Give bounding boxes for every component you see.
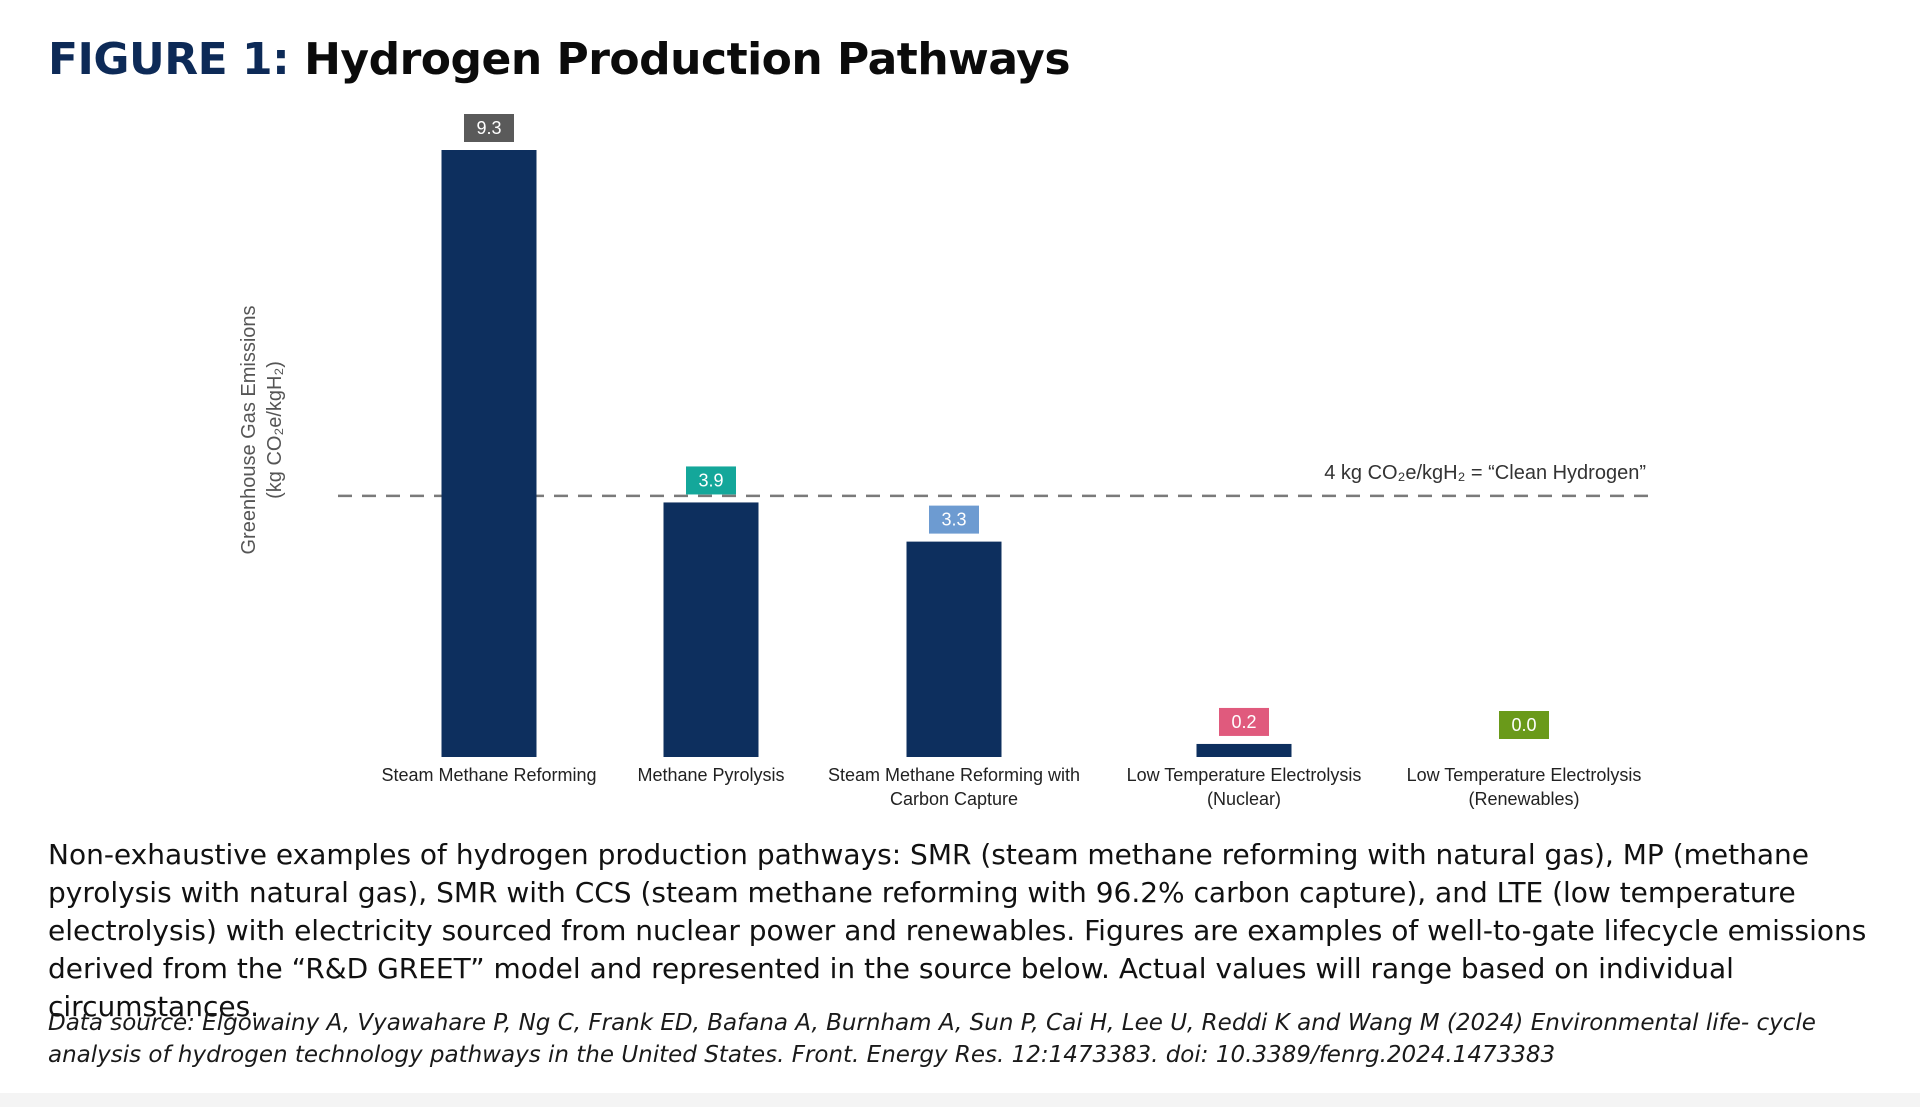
category-label-1-line1: Steam Methane Reforming	[381, 765, 596, 785]
category-label-4-line1: Low Temperature Electrolysis	[1127, 765, 1362, 785]
y-axis-label: Greenhouse Gas Emissions (kg CO₂e/kgH₂)	[238, 305, 286, 554]
value-label-5: 0.0	[1511, 715, 1536, 735]
value-label-bg-2	[686, 466, 736, 495]
bar-3	[906, 541, 1002, 757]
category-label-3-line1: Steam Methane Reforming with	[828, 765, 1080, 785]
figure-label: FIGURE 1:	[48, 34, 290, 85]
value-label-bg-4	[1219, 707, 1269, 736]
value-label-4: 0.2	[1231, 712, 1256, 732]
bar-chart: Greenhouse Gas Emissions (kg CO₂e/kgH₂) …	[238, 114, 1648, 809]
category-label-3-line2: Carbon Capture	[890, 789, 1018, 809]
category-label-2-line1: Methane Pyrolysis	[637, 765, 784, 785]
bar-1	[441, 150, 537, 757]
bar-4	[1196, 743, 1292, 757]
value-label-bg-1	[464, 114, 514, 142]
figure-title: FIGURE 1: Hydrogen Production Pathways	[48, 34, 1071, 85]
clean-hydrogen-threshold-label: 4 kg CO₂e/kgH₂ = “Clean Hydrogen”	[1324, 462, 1646, 484]
category-label-5-line2: (Renewables)	[1468, 789, 1579, 809]
figure-title-text: Hydrogen Production Pathways	[304, 34, 1071, 85]
value-label-3: 3.3	[941, 510, 966, 530]
bottom-strip	[0, 1093, 1920, 1107]
value-label-bg-3	[929, 505, 979, 534]
data-source-citation: Data source: Elgowainy A, Vyawahare P, N…	[48, 1010, 1816, 1068]
category-label-4-line2: (Nuclear)	[1207, 789, 1281, 809]
value-label-2: 3.9	[698, 470, 723, 490]
y-axis-label-line1: Greenhouse Gas Emissions	[238, 305, 260, 554]
category-label-5-line1: Low Temperature Electrolysis	[1407, 765, 1642, 785]
figure-caption: Non-exhaustive examples of hydrogen prod…	[48, 838, 1867, 1023]
bar-2	[663, 502, 759, 757]
value-label-bg-5	[1499, 711, 1549, 739]
y-axis-label-line2: (kg CO₂e/kgH₂)	[264, 361, 286, 499]
value-label-1: 9.3	[476, 118, 501, 138]
bars-group: 9.3 Steam Methane Reforming 3.9 Methane Pyr…	[381, 114, 1641, 809]
